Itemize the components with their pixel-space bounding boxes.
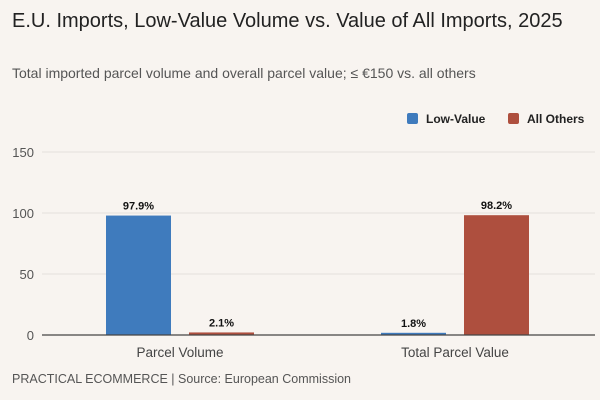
bar-all-others bbox=[464, 215, 529, 335]
x-tick-label: Parcel Volume bbox=[136, 345, 223, 360]
y-tick-label: 0 bbox=[27, 328, 34, 343]
y-tick-label: 150 bbox=[12, 145, 34, 160]
x-tick-label: Total Parcel Value bbox=[401, 345, 509, 360]
bar-all-others bbox=[189, 332, 254, 335]
legend-label: Low-Value bbox=[426, 112, 486, 126]
y-tick-label: 100 bbox=[12, 206, 34, 221]
bar-low-value bbox=[106, 215, 171, 335]
chart-footer: PRACTICAL ECOMMERCE | Source: European C… bbox=[12, 372, 351, 386]
data-label: 98.2% bbox=[481, 200, 512, 212]
y-tick-label: 50 bbox=[20, 267, 34, 282]
legend-swatch bbox=[407, 113, 418, 124]
legend-label: All Others bbox=[527, 112, 585, 126]
bar-low-value bbox=[381, 332, 446, 335]
chart-title: E.U. Imports, Low-Value Volume vs. Value… bbox=[12, 10, 563, 32]
chart-subtitle: Total imported parcel volume and overall… bbox=[12, 65, 476, 81]
data-label: 2.1% bbox=[209, 317, 234, 329]
data-label: 1.8% bbox=[401, 318, 426, 330]
data-label: 97.9% bbox=[123, 201, 154, 213]
legend-swatch bbox=[508, 113, 519, 124]
